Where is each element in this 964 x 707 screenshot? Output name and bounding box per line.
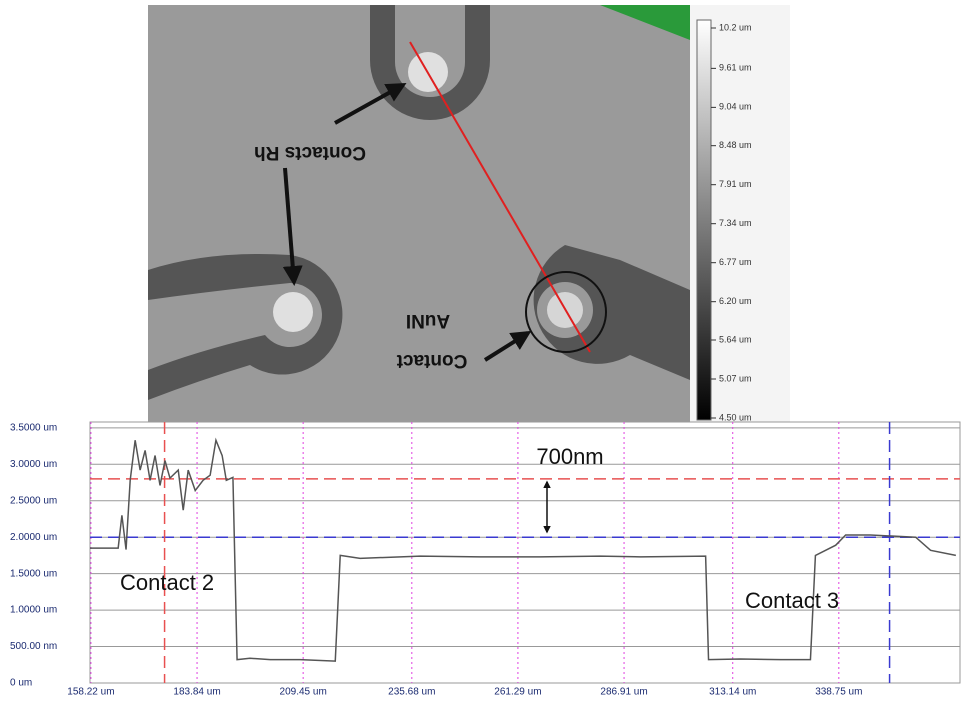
y-tick-label: 0 um: [10, 678, 32, 689]
annotation: Contact 2: [120, 570, 214, 595]
plot-area: [89, 421, 961, 684]
y-tick-label: 2.0000 um: [10, 532, 57, 543]
colorbar-label: 10.2 um: [719, 22, 752, 32]
x-tick-label: 338.75 um: [815, 687, 862, 698]
annotation: 700nm: [536, 444, 603, 469]
x-tick-label: 313.14 um: [709, 687, 756, 698]
annotation: Contacts Rh: [254, 142, 366, 163]
y-tick-label: 3.0000 um: [10, 459, 57, 470]
x-tick-label: 261.29 um: [494, 687, 541, 698]
x-tick-label: 235.68 um: [388, 687, 435, 698]
colorbar-label: 9.04 um: [719, 102, 752, 112]
x-tick-label: 158.22 um: [67, 687, 114, 698]
colorbar-label: 6.77 um: [719, 257, 752, 267]
colorbar-label: 8.48 um: [719, 140, 752, 150]
y-tick-label: 3.5000 um: [10, 422, 57, 433]
colorbar-label: 5.07 um: [719, 373, 752, 383]
x-tick-label: 286.91 um: [600, 687, 647, 698]
colorbar-label: 9.61 um: [719, 63, 752, 73]
annotation: AuNI: [406, 310, 450, 331]
y-tick-label: 500.00 nm: [10, 641, 57, 652]
annotation: Contact 3: [745, 588, 839, 613]
colorbar-label: 5.64 um: [719, 334, 752, 344]
annotation: Contact: [396, 350, 467, 371]
y-tick-label: 1.0000 um: [10, 605, 57, 616]
colorbar-label: 7.91 um: [719, 179, 752, 189]
y-tick-label: 1.5000 um: [10, 568, 57, 579]
colorbar-label: 7.34 um: [719, 218, 752, 228]
profile-line: [90, 437, 957, 662]
x-tick-label: 209.45 um: [280, 687, 327, 698]
colorbar-label: 4.50 um: [719, 412, 752, 422]
x-tick-label: 183.84 um: [173, 687, 220, 698]
y-tick-label: 2.5000 um: [10, 495, 57, 506]
micrograph: Contacts Rh Contact AuNI: [148, 5, 790, 425]
colorbar-label: 6.20 um: [719, 296, 752, 306]
